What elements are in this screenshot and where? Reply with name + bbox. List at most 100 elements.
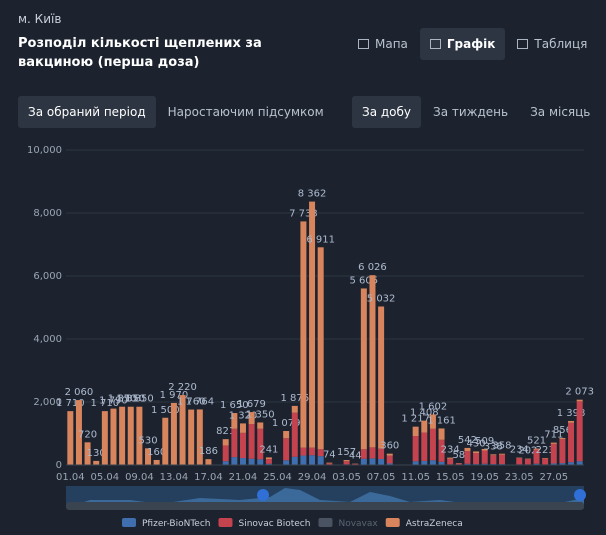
bar-segment bbox=[421, 432, 428, 461]
data-label: 74 bbox=[323, 450, 336, 461]
bar-segment bbox=[283, 431, 290, 439]
legend-swatch bbox=[385, 518, 400, 527]
bar-segment bbox=[481, 463, 488, 465]
mode-button[interactable]: Наростаючим підсумком bbox=[158, 96, 334, 128]
label: За добу bbox=[362, 105, 412, 119]
data-label: 241 bbox=[259, 444, 278, 455]
bar-segment bbox=[576, 401, 583, 462]
bar-segment bbox=[283, 438, 290, 461]
bar-segment bbox=[481, 450, 488, 464]
icon bbox=[429, 39, 441, 49]
bar-segment bbox=[421, 420, 428, 433]
data-label: 2 060 bbox=[65, 387, 94, 398]
x-tick-label: 09.04 bbox=[125, 472, 154, 483]
data-label: 358 bbox=[492, 441, 511, 452]
bar-segment bbox=[516, 458, 523, 465]
bar-segment bbox=[524, 459, 531, 465]
x-tick-label: 07.05 bbox=[367, 472, 396, 483]
x-tick-label: 25.04 bbox=[263, 472, 292, 483]
data-label: 1 850 bbox=[108, 394, 137, 405]
bar-segment bbox=[490, 455, 497, 465]
x-tick-label: 17.04 bbox=[194, 472, 223, 483]
x-tick-label: 21.04 bbox=[229, 472, 258, 483]
mode-button[interactable]: За добу bbox=[352, 96, 422, 128]
bar-segment bbox=[239, 458, 246, 465]
label: Таблиця bbox=[534, 37, 588, 51]
legend-label: Sinovac Biotech bbox=[238, 519, 310, 529]
mode-button[interactable]: За тиждень bbox=[423, 96, 518, 128]
bar-segment bbox=[568, 420, 575, 423]
bar-segment bbox=[265, 463, 272, 465]
x-tick-label: 03.05 bbox=[332, 472, 361, 483]
tab[interactable]: Графік bbox=[419, 28, 506, 60]
data-label: 1 650 bbox=[220, 400, 249, 411]
bar-segment bbox=[309, 447, 316, 456]
tab[interactable]: Таблиця bbox=[507, 28, 597, 60]
navigator-handle[interactable] bbox=[257, 489, 269, 501]
bar-segment bbox=[438, 439, 445, 462]
bar-segment bbox=[438, 461, 445, 465]
bar-segment bbox=[533, 449, 540, 464]
bar-segment bbox=[326, 462, 333, 464]
bar-segment bbox=[412, 426, 419, 437]
bar-segment bbox=[153, 459, 160, 465]
tab[interactable]: Мапа bbox=[348, 28, 418, 60]
bar-segment bbox=[481, 448, 488, 451]
data-label: 6 911 bbox=[306, 234, 335, 245]
bar-segment bbox=[239, 423, 246, 433]
x-tick-label: 23.05 bbox=[505, 472, 534, 483]
bar-segment bbox=[378, 448, 385, 460]
mode-left: За обраний період Наростаючим підсумком bbox=[18, 96, 334, 128]
bar-segment bbox=[326, 463, 333, 465]
bar-segment bbox=[265, 459, 272, 464]
bar-segment bbox=[369, 458, 376, 465]
label: За обраний період bbox=[28, 105, 146, 119]
data-label: 1 679 bbox=[237, 399, 266, 410]
navigator-handle[interactable] bbox=[574, 489, 586, 501]
data-label: 1 320 bbox=[229, 410, 258, 421]
label: Наростаючим підсумком bbox=[167, 105, 324, 119]
data-label: 430 bbox=[467, 438, 486, 449]
bar-segment bbox=[248, 458, 255, 465]
bar-segment bbox=[429, 460, 436, 465]
data-label: 856 bbox=[553, 425, 572, 436]
bar-segment bbox=[248, 412, 255, 425]
title: Розподіл кількості щеплених за вакциною … bbox=[18, 36, 262, 70]
bar-segment bbox=[291, 412, 298, 457]
bar-segment bbox=[533, 463, 540, 465]
data-label: 1 710 bbox=[56, 398, 85, 409]
mode-button[interactable]: За обраний період bbox=[18, 96, 156, 128]
data-label: 1 710 bbox=[91, 398, 120, 409]
data-label: 521 bbox=[527, 436, 546, 447]
bar-segment bbox=[533, 448, 540, 450]
bar-segment bbox=[222, 461, 229, 465]
bar-segment bbox=[386, 455, 393, 464]
bar-segment bbox=[464, 447, 471, 452]
bar-segment bbox=[309, 455, 316, 465]
legend-swatch bbox=[318, 518, 333, 527]
x-tick-label: 05.04 bbox=[91, 472, 120, 483]
data-label: 5 605 bbox=[350, 275, 379, 286]
bar-segment bbox=[317, 449, 324, 457]
bar-segment bbox=[265, 457, 272, 460]
legend-swatch bbox=[218, 518, 233, 527]
data-label: 1 790 bbox=[99, 396, 128, 407]
bar-segment bbox=[248, 424, 255, 459]
mode-button[interactable]: За місяць bbox=[520, 96, 600, 128]
legend-label: AstraZeneca bbox=[406, 519, 463, 529]
data-label: 1 850 bbox=[116, 394, 145, 405]
bar-segment bbox=[447, 458, 454, 465]
bar-segment bbox=[188, 409, 195, 465]
bar-segment bbox=[127, 406, 134, 465]
bar-segment bbox=[300, 455, 307, 465]
bar-segment bbox=[309, 201, 316, 448]
icon bbox=[517, 39, 529, 49]
city: м. Київ bbox=[18, 12, 62, 26]
data-label: 6 026 bbox=[358, 262, 387, 273]
data-label: 542 bbox=[458, 435, 477, 446]
bar-segment bbox=[75, 400, 82, 465]
bar-segment bbox=[559, 439, 566, 464]
bar-segment bbox=[231, 428, 238, 458]
